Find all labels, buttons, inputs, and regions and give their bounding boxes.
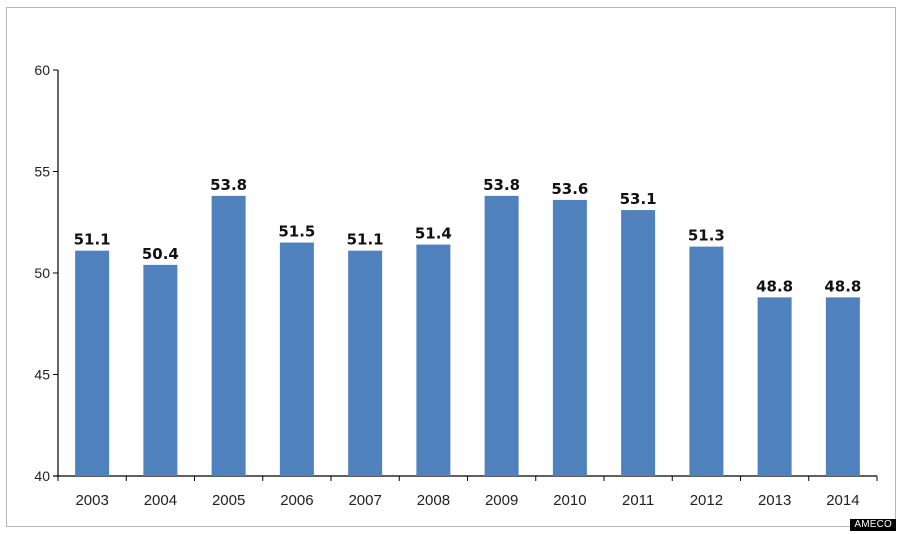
data-label-2006: 51.5 [278,223,315,241]
y-tick-label: 45 [34,367,50,383]
x-tick-label-2013: 2013 [758,492,791,509]
x-tick-label-2006: 2006 [280,492,313,509]
bar-2010 [552,199,587,477]
data-label-2010: 53.6 [551,180,588,198]
y-tick-label: 55 [34,164,50,180]
bar-2005 [211,195,246,477]
bar-2013 [757,297,792,476]
data-label-2007: 51.1 [347,231,384,249]
data-label-2014: 48.8 [824,277,861,295]
bar-2012 [689,246,724,476]
bar-2009 [484,195,519,477]
source-badge: AMECO [850,519,896,531]
data-label-2009: 53.8 [483,176,520,194]
x-tick-label-2011: 2011 [622,492,654,509]
bar-2004 [143,264,178,476]
bar-2007 [348,250,383,476]
data-label-2005: 53.8 [210,176,247,194]
data-label-2012: 51.3 [688,227,725,245]
data-label-2003: 51.1 [74,231,111,249]
x-tick-label-2012: 2012 [690,492,723,509]
x-tick-label-2005: 2005 [212,492,245,509]
x-tick-label-2003: 2003 [75,492,108,509]
bar-2006 [279,242,314,476]
y-tick-label: 50 [34,265,50,281]
x-tick-label-2008: 2008 [417,492,450,509]
y-tick-label: 40 [34,468,50,484]
data-label-2008: 51.4 [415,225,452,243]
data-label-2011: 53.1 [620,190,657,208]
x-tick-label-2010: 2010 [553,492,586,509]
x-axis: 2003 2004 2005 2006 2007 2008 2009 2010 2011 2012… [53,475,878,509]
data-label-2004: 50.4 [142,245,179,263]
bar-2008 [416,244,451,476]
x-tick-label-2004: 2004 [144,492,177,509]
x-tick-label-2014: 2014 [826,492,859,509]
data-label-2013: 48.8 [756,277,793,295]
bars [75,195,860,477]
data-labels: 51.1 50.4 53.8 51.5 51.1 51.4 53.8 53.6 53.1 51.3… [74,176,862,295]
x-tick-label-2007: 2007 [348,492,381,509]
bar-2014 [825,297,860,476]
x-tick-label-2009: 2009 [485,492,518,509]
y-tick-label: 60 [34,62,50,78]
bar-2003 [75,250,110,476]
y-axis: 40 45 50 55 60 [34,62,59,484]
bar-2011 [621,210,656,476]
